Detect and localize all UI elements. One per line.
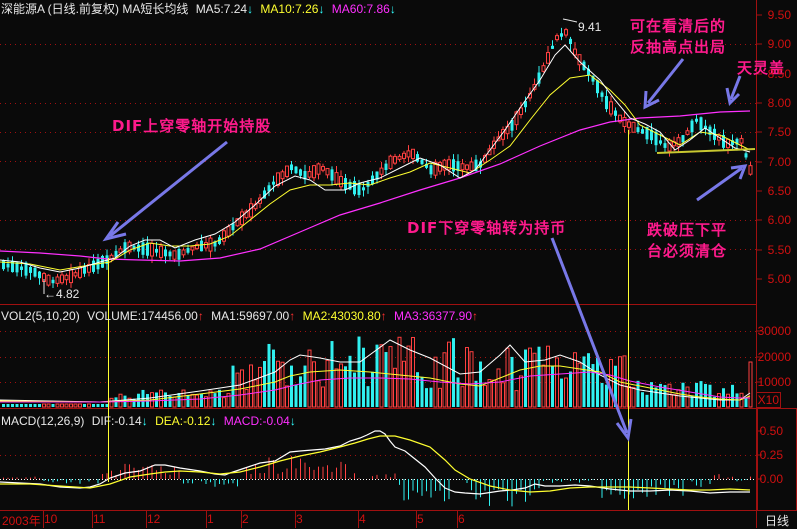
price-tick-950: 9.50 (767, 8, 791, 22)
gridlines (0, 44, 756, 456)
macd-histogram (3, 456, 751, 507)
macd-down-arrow-icon: ↓ (289, 414, 296, 428)
macd-tick-050: 0.50 (759, 424, 783, 438)
dea-down-arrow-icon: ↓ (210, 414, 217, 428)
macd-tick-025: 0.25 (759, 448, 783, 462)
x-label-oct: 10 (44, 512, 58, 526)
ma10-line (0, 74, 751, 271)
ma3-up-arrow-icon: ↑ (472, 309, 479, 323)
x-label-mar: 3 (296, 512, 303, 526)
ma5-value: MA5:7.24 (195, 2, 248, 16)
ma5-down-arrow-icon: ↓ (247, 2, 254, 16)
annotation-dif-down: DIF下穿零轴转为持币 (407, 219, 567, 237)
annotation-dif-up: DIF上穿零轴开始持股 (112, 117, 272, 135)
price-tick-750: 7.50 (767, 125, 791, 139)
annotation-high-exit-2: 反抽高点出局 (630, 38, 727, 56)
volume-tick-10000: 10000 (757, 375, 791, 389)
dif-down-arrow-icon: ↓ (141, 414, 148, 428)
period-button[interactable]: 日线 (765, 514, 790, 528)
volume-unit-label: X10 (757, 393, 779, 407)
ma60-value: MA60:7.86 (331, 2, 390, 16)
dif-value: DIF:-0.14 (91, 414, 142, 428)
price-tick-850: 8.50 (767, 67, 791, 81)
ma2-up-arrow-icon: ↑ (380, 309, 387, 323)
price-tick-800: 8.00 (767, 96, 791, 110)
ma10-down-arrow-icon: ↓ (318, 2, 325, 16)
macd-tick-000: 0.00 (759, 472, 783, 486)
annotation-high-exit-1: 可在看清后的 (630, 17, 727, 35)
price-tick-700: 7.00 (767, 155, 791, 169)
x-label-2003: 2003年 (2, 514, 41, 528)
x-label-dec: 12 (147, 512, 161, 526)
ma60-down-arrow-icon: ↓ (389, 2, 396, 16)
volume-tick-20000: 20000 (757, 350, 791, 364)
dea-line (0, 435, 751, 493)
x-label-apr: 4 (359, 512, 366, 526)
price-tick-550: 5.50 (767, 243, 791, 257)
volume-value: VOLUME:174456.00 (87, 309, 198, 323)
annotation-break-1: 跌破压下平 (647, 221, 728, 239)
x-label-feb: 2 (242, 512, 249, 526)
annotation-arrows (102, 58, 748, 442)
vol-ma3-line (0, 371, 750, 403)
x-label-jun: 6 (458, 512, 465, 526)
low-price-label: ←4.82 (44, 287, 80, 301)
ma10-value: MA10:7.26 (260, 2, 319, 16)
high-price-label: 9.41 (578, 20, 602, 34)
volume-tick-30000: 30000 (757, 324, 791, 338)
dif-line (0, 430, 750, 495)
x-label-may: 5 (417, 512, 424, 526)
volume-up-arrow-icon: ↑ (197, 309, 204, 323)
y-axis-ticks (756, 14, 762, 480)
annotation-break-2: 台必须清仓 (647, 242, 728, 260)
macd-panel-header: MACD(12,26,9) DIF:-0.14↓ DEA:-0.12↓ MACD… (1, 414, 300, 428)
macd-value: MACD:-0.04 (223, 414, 290, 428)
high-marker (562, 18, 578, 23)
volume-bars (2, 336, 753, 408)
ma5-line (0, 44, 751, 273)
vol-ma1-value: MA1:59697.00 (211, 309, 290, 323)
x-label-jan: 1 (207, 512, 214, 526)
dea-value: DEA:-0.12 (155, 414, 211, 428)
ma60-line (0, 110, 751, 262)
x-label-nov: 11 (93, 512, 106, 526)
vol-ma2-line (0, 365, 751, 403)
macd-indicator-label: MACD(12,26,9) (1, 414, 85, 428)
volume-indicator-label: VOL2(5,10,20) (1, 309, 80, 323)
annotation-tianlinggai: 天灵盖 (737, 59, 786, 77)
candlesticks (2, 27, 753, 289)
price-panel-header: 深能源A (日线.前复权) MA短长均线 MA5:7.24↓ MA10:7.26… (1, 2, 400, 16)
vol-ma3-value: MA3:36377.90 (393, 309, 473, 323)
volume-panel-header: VOL2(5,10,20) VOLUME:174456.00↑ MA1:5969… (1, 309, 482, 323)
price-tick-500: 5.00 (767, 272, 791, 286)
price-tick-650: 6.50 (767, 184, 791, 198)
chart-title: 深能源A (日线.前复权) MA短长均线 (1, 2, 189, 16)
vol-ma1-line (0, 339, 751, 403)
platform-line (656, 148, 756, 154)
ma1-up-arrow-icon: ↑ (289, 309, 296, 323)
vol-ma2-value: MA2:43030.80 (302, 309, 381, 323)
price-tick-600: 6.00 (767, 213, 791, 227)
price-tick-900: 9.00 (767, 37, 791, 51)
